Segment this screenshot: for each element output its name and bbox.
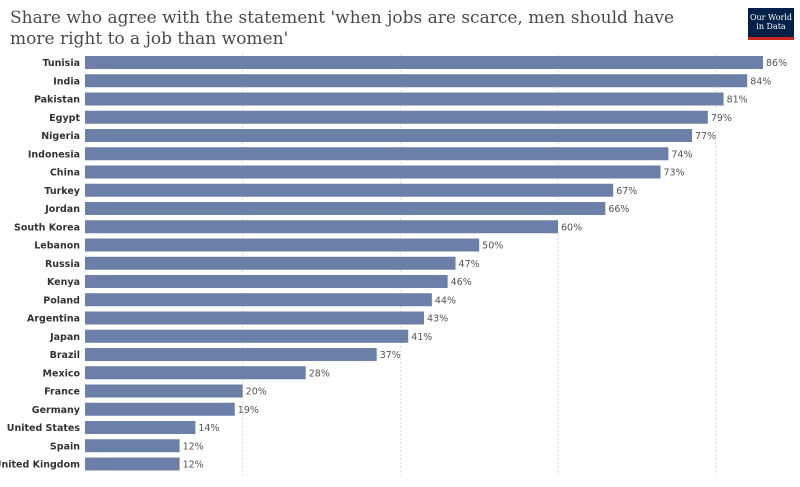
- bar-kenya: [85, 275, 448, 288]
- value-label-mexico: 28%: [309, 368, 330, 379]
- category-label-united-kingdom: United Kingdom: [0, 460, 80, 471]
- bar-jordan: [85, 202, 606, 215]
- value-label-lebanon: 50%: [482, 241, 503, 252]
- bar-egypt: [85, 110, 708, 124]
- value-label-poland: 44%: [435, 295, 456, 306]
- bar-argentina: [85, 311, 424, 325]
- bar-united-kingdom: [85, 457, 180, 471]
- value-label-jordan: 66%: [608, 204, 629, 215]
- value-label-russia: 47%: [459, 259, 480, 270]
- category-label-pakistan: Pakistan: [34, 95, 80, 106]
- value-label-indonesia: 74%: [671, 149, 692, 160]
- value-label-spain: 12%: [183, 441, 204, 452]
- category-label-united-states: United States: [7, 423, 81, 434]
- category-label-india: India: [53, 76, 80, 87]
- logo-line-2: in Data: [756, 22, 786, 31]
- category-label-lebanon: Lebanon: [34, 241, 80, 252]
- value-label-kenya: 46%: [451, 277, 472, 288]
- value-label-nigeria: 77%: [695, 131, 716, 142]
- bar-spain: [85, 439, 180, 453]
- category-label-south-korea: South Korea: [14, 222, 80, 233]
- owid-logo[interactable]: Our World in Data: [748, 8, 794, 40]
- value-label-germany: 19%: [238, 405, 259, 416]
- category-label-france: France: [44, 387, 80, 398]
- bar-poland: [85, 293, 432, 307]
- bar-india: [85, 74, 748, 88]
- value-label-japan: 41%: [411, 332, 432, 343]
- bar-lebanon: [85, 238, 480, 252]
- bar-south-korea: [85, 220, 559, 234]
- logo-line-1: Our World: [749, 13, 793, 22]
- bar-turkey: [85, 183, 614, 197]
- bar-nigeria: [85, 129, 693, 142]
- bar-mexico: [85, 366, 306, 380]
- category-label-nigeria: Nigeria: [41, 131, 80, 142]
- value-label-argentina: 43%: [427, 314, 448, 325]
- bar-tunisia: [85, 56, 763, 69]
- bar-brazil: [85, 348, 377, 361]
- category-label-brazil: Brazil: [50, 350, 80, 361]
- category-label-poland: Poland: [43, 295, 80, 306]
- value-label-south-korea: 60%: [561, 222, 582, 233]
- value-label-pakistan: 81%: [727, 95, 748, 106]
- bar-russia: [85, 256, 456, 270]
- value-label-egypt: 79%: [711, 113, 732, 124]
- category-label-mexico: Mexico: [43, 368, 81, 379]
- chart-title: Share who agree with the statement 'when…: [10, 8, 675, 49]
- category-label-indonesia: Indonesia: [28, 149, 80, 160]
- category-label-egypt: Egypt: [49, 113, 80, 124]
- bar-japan: [85, 329, 409, 343]
- value-label-brazil: 37%: [380, 350, 401, 361]
- category-label-turkey: Turkey: [44, 186, 80, 197]
- bar-united-states: [85, 421, 196, 434]
- value-label-india: 84%: [750, 76, 771, 87]
- bar-germany: [85, 402, 235, 416]
- category-label-tunisia: Tunisia: [42, 58, 80, 69]
- category-label-kenya: Kenya: [47, 277, 80, 288]
- bar-china: [85, 165, 661, 179]
- category-label-jordan: Jordan: [44, 204, 80, 215]
- bar-pakistan: [85, 92, 724, 106]
- category-label-spain: Spain: [50, 441, 80, 452]
- value-label-united-kingdom: 12%: [183, 460, 204, 471]
- category-label-japan: Japan: [49, 332, 80, 343]
- category-label-argentina: Argentina: [27, 314, 80, 325]
- value-label-china: 73%: [664, 168, 685, 179]
- value-label-united-states: 14%: [198, 423, 219, 434]
- category-label-germany: Germany: [32, 405, 81, 416]
- category-label-russia: Russia: [45, 259, 80, 270]
- value-label-turkey: 67%: [616, 186, 637, 197]
- category-label-china: China: [50, 168, 80, 179]
- bar-indonesia: [85, 147, 669, 161]
- value-label-france: 20%: [246, 387, 267, 398]
- bar-france: [85, 384, 243, 398]
- value-label-tunisia: 86%: [766, 58, 787, 69]
